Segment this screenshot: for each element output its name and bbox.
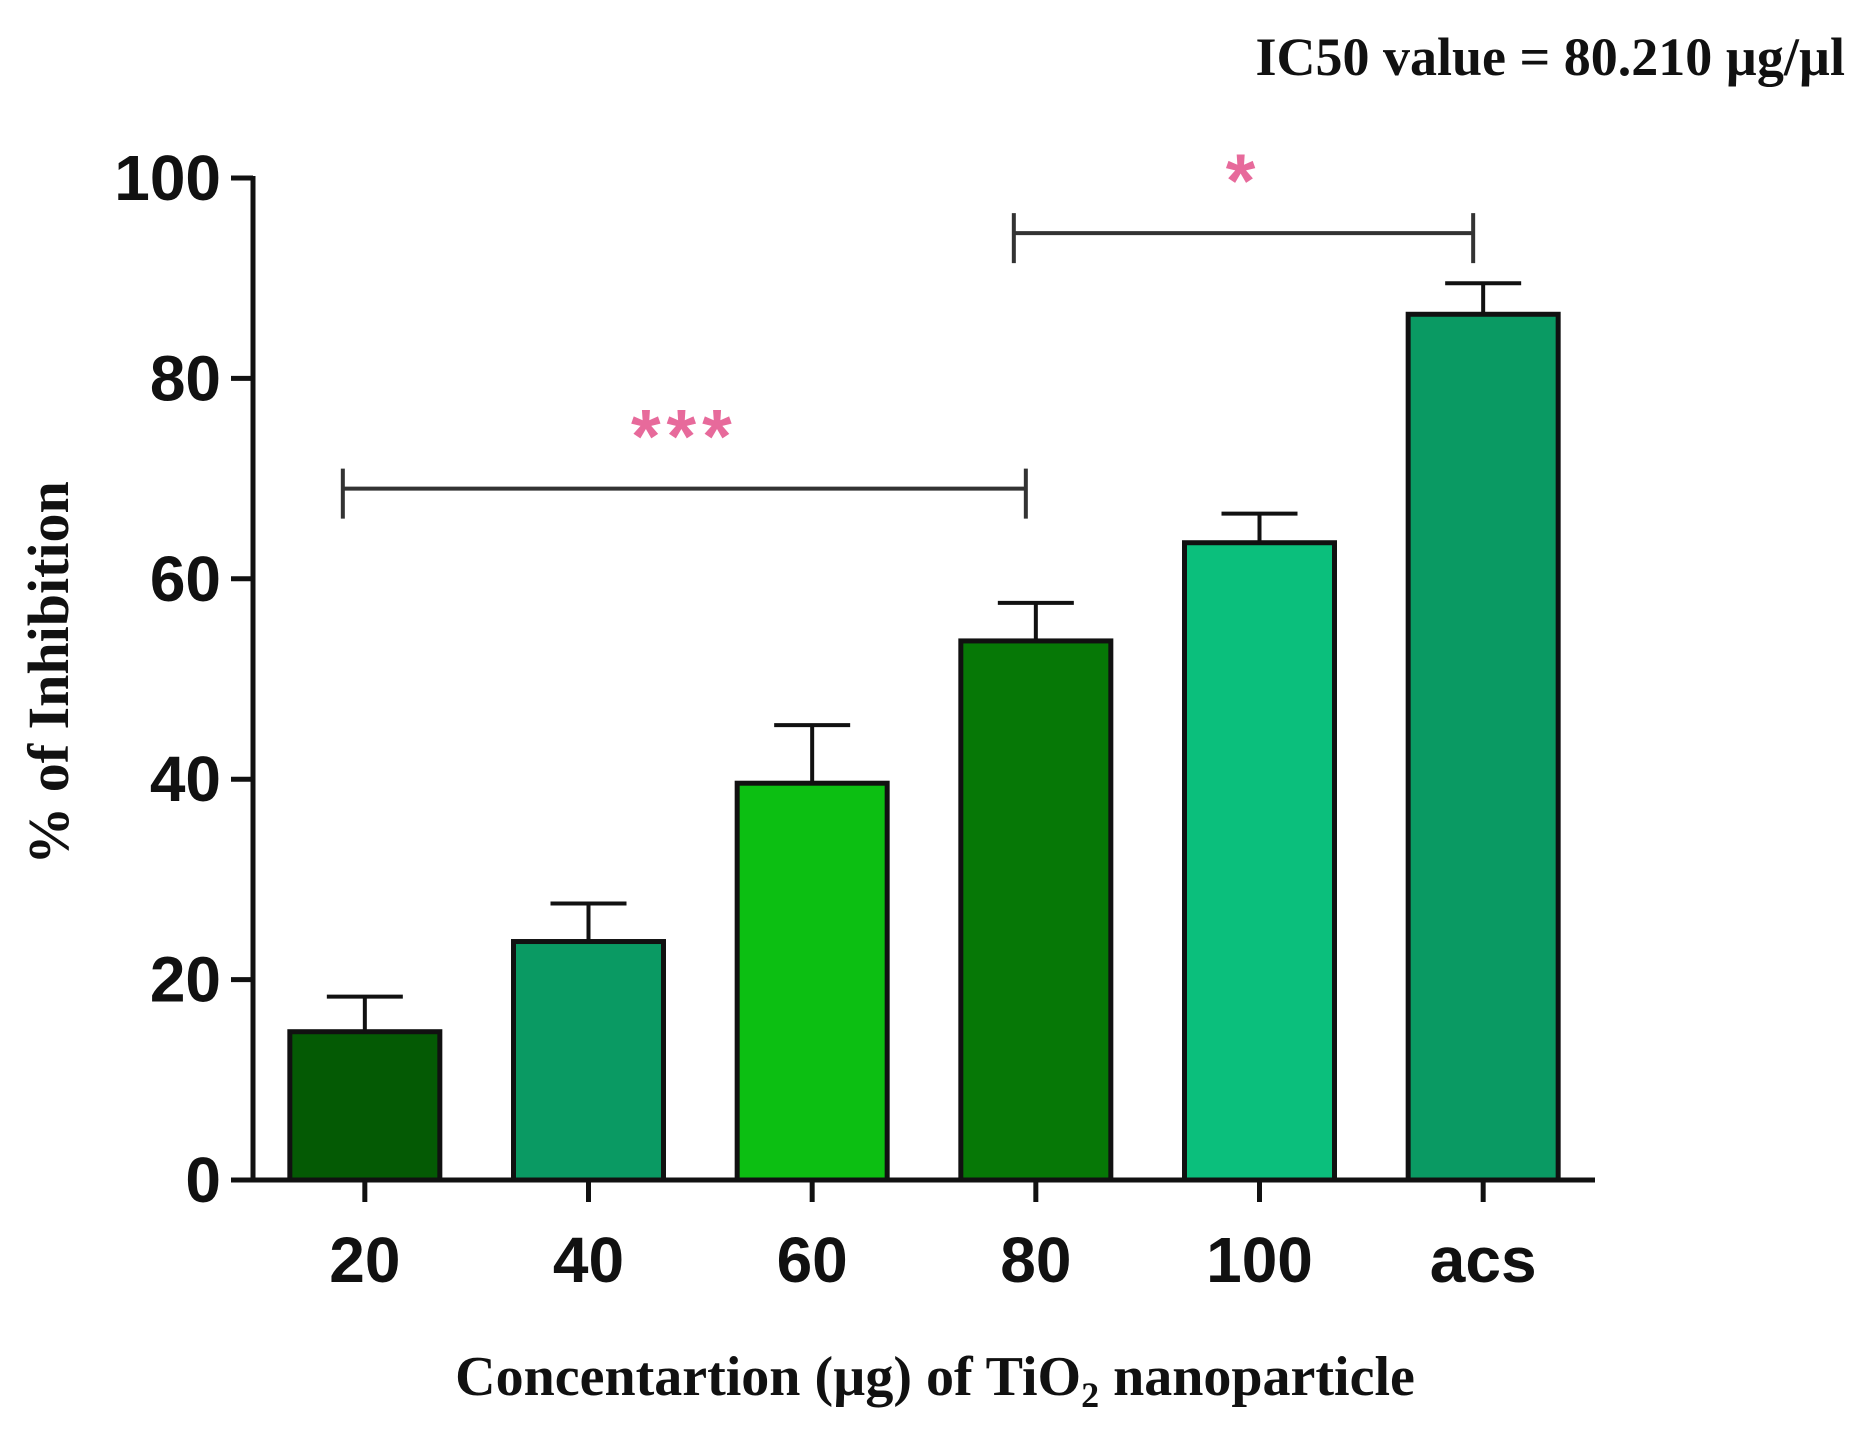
bars: [287, 281, 1561, 1183]
bar-acs: [1405, 311, 1561, 1183]
y-tick-label: 20: [150, 944, 221, 1016]
x-axis-label-subscript: 2: [1081, 1375, 1099, 1415]
x-tick-label: 60: [777, 1224, 848, 1296]
y-axis: 0 20 40 60 80 100: [114, 142, 256, 1216]
bar-80: [958, 638, 1114, 1183]
y-axis-label: % of Inhibition: [16, 481, 81, 865]
x-tick-label: 20: [329, 1224, 400, 1296]
x-axis-label-tail: nanoparticle: [1099, 1346, 1415, 1408]
x-tick-label: 40: [553, 1224, 624, 1296]
y-tick-label: 100: [114, 142, 221, 214]
x-axis: 20 40 60 80 100 acs: [251, 1177, 1595, 1296]
bar-60: [734, 780, 890, 1183]
bar-100: [1182, 540, 1337, 1183]
chart-title: IC50 value = 80.210 µg/µl: [1255, 27, 1845, 87]
y-tick-label: 60: [150, 543, 221, 615]
y-tick-label: 80: [150, 342, 221, 414]
significance-label: ***: [631, 395, 738, 480]
y-tick-label: 0: [185, 1144, 221, 1216]
x-tick-label: 80: [1000, 1224, 1071, 1296]
bar-20: [287, 1029, 443, 1183]
x-axis-label-main: Concentartion (µg) of TiO: [455, 1346, 1081, 1408]
x-tick-label: 100: [1206, 1224, 1313, 1296]
significance-label: *: [1226, 139, 1262, 224]
significance-annotations: ****: [340, 139, 1476, 519]
x-tick-label: acs: [1430, 1224, 1537, 1296]
bar-40: [511, 939, 666, 1183]
y-tick-label: 40: [150, 743, 221, 815]
x-axis-label: Concentartion (µg) of TiO2 nanoparticle: [455, 1346, 1415, 1415]
